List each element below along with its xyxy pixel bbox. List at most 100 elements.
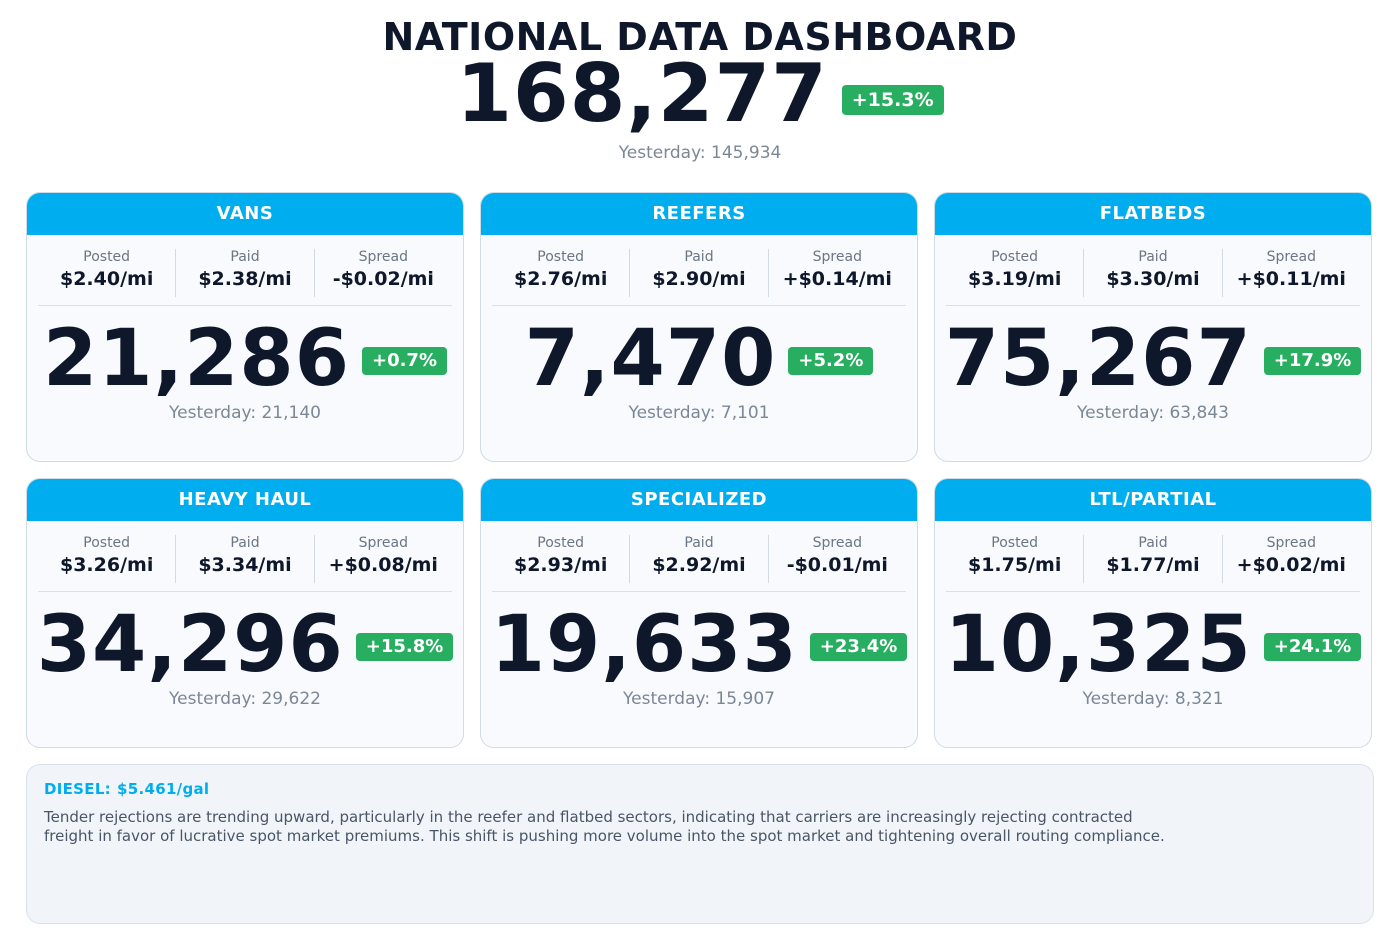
change-badge: +23.4% <box>809 633 908 661</box>
load-count-row: 34,296 +15.8% <box>27 602 463 688</box>
load-count-row: 19,633 +23.4% <box>481 602 917 688</box>
change-badge: +0.7% <box>361 347 447 375</box>
metric-value: $3.19/mi <box>967 268 1062 290</box>
metric-label: Posted <box>537 535 585 551</box>
load-count-row: 21,286 +0.7% <box>27 316 463 402</box>
metric-label: Spread <box>358 535 408 551</box>
metric-posted: Posted $1.75/mi <box>946 535 1083 583</box>
total-summary: 168,277 +15.3% <box>0 52 1400 136</box>
card-title: HEAVY HAUL <box>27 479 463 521</box>
load-count: 10,325 <box>944 600 1252 690</box>
divider <box>946 591 1360 592</box>
metric-label: Paid <box>684 535 714 551</box>
card-title: REEFERS <box>481 193 917 235</box>
card-reefers: REEFERS Posted $2.76/mi Paid $2.90/mi Sp… <box>480 192 918 462</box>
metric-label: Paid <box>684 249 714 265</box>
load-count: 7,470 <box>524 314 777 404</box>
page-title: NATIONAL DATA DASHBOARD <box>382 15 1018 59</box>
diesel-price: DIESEL: $5.461/gal <box>44 779 1356 799</box>
metric-paid: Paid $1.77/mi <box>1083 535 1221 583</box>
metric-value: $2.92/mi <box>652 554 746 576</box>
card-title: VANS <box>27 193 463 235</box>
metric-posted: Posted $2.93/mi <box>492 535 629 583</box>
market-commentary: Tender rejections are trending upward, p… <box>44 808 1165 845</box>
metric-value: +$0.14/mi <box>782 268 892 290</box>
metric-label: Paid <box>1138 535 1168 551</box>
metric-label: Spread <box>358 249 408 265</box>
yesterday-value: Yesterday: 7,101 <box>628 403 770 423</box>
change-badge: +15.8% <box>355 633 454 661</box>
diesel-label: DIESEL: <box>44 780 111 798</box>
card-title: LTL/PARTIAL <box>935 479 1371 521</box>
rate-metrics: Posted $3.26/mi Paid $3.34/mi Spread +$0… <box>38 535 452 583</box>
metric-spread: Spread -$0.01/mi <box>767 535 906 583</box>
metric-label: Paid <box>1138 249 1168 265</box>
metric-label: Spread <box>1266 249 1316 265</box>
total-yesterday: Yesterday: 145,934 <box>618 143 782 163</box>
metric-value: $3.34/mi <box>198 554 292 576</box>
load-count: 19,633 <box>490 600 798 690</box>
card-specialized: SPECIALIZED Posted $2.93/mi Paid $2.92/m… <box>480 478 918 748</box>
metric-value: $2.90/mi <box>652 268 746 290</box>
divider <box>38 305 452 306</box>
change-badge: +5.2% <box>788 347 874 375</box>
load-count-row: 10,325 +24.1% <box>935 602 1371 688</box>
yesterday-value: Yesterday: 63,843 <box>1077 403 1229 423</box>
metric-spread: Spread +$0.14/mi <box>767 249 906 297</box>
card-vans: VANS Posted $2.40/mi Paid $2.38/mi Sprea… <box>26 192 464 462</box>
rate-metrics: Posted $2.40/mi Paid $2.38/mi Spread -$0… <box>38 249 452 297</box>
diesel-value: $5.461/gal <box>117 780 210 798</box>
metric-label: Paid <box>230 535 260 551</box>
metric-label: Paid <box>230 249 260 265</box>
metric-paid: Paid $2.90/mi <box>629 249 767 297</box>
metric-label: Spread <box>812 249 862 265</box>
load-count: 34,296 <box>36 600 344 690</box>
rate-metrics: Posted $2.93/mi Paid $2.92/mi Spread -$0… <box>492 535 906 583</box>
metric-value: $1.77/mi <box>1106 554 1200 576</box>
metric-label: Posted <box>537 249 585 265</box>
change-badge: +24.1% <box>1263 633 1362 661</box>
metric-value: $2.76/mi <box>513 268 608 290</box>
market-commentary-panel: DIESEL: $5.461/gal Tender rejections are … <box>26 764 1374 924</box>
rate-metrics: Posted $2.76/mi Paid $2.90/mi Spread +$0… <box>492 249 906 297</box>
metric-paid: Paid $2.92/mi <box>629 535 767 583</box>
metric-paid: Paid $2.38/mi <box>175 249 313 297</box>
change-badge: +17.9% <box>1263 347 1362 375</box>
yesterday-value: Yesterday: 29,622 <box>169 689 321 709</box>
card-ltl-partial: LTL/PARTIAL Posted $1.75/mi Paid $1.77/m… <box>934 478 1372 748</box>
metric-spread: Spread -$0.02/mi <box>313 249 452 297</box>
metric-label: Posted <box>991 249 1039 265</box>
total-value: 168,277 <box>456 47 828 140</box>
metric-value: $3.26/mi <box>59 554 154 576</box>
metric-value: $2.40/mi <box>59 268 154 290</box>
metric-posted: Posted $2.76/mi <box>492 249 629 297</box>
metric-posted: Posted $2.40/mi <box>38 249 175 297</box>
metric-label: Spread <box>1266 535 1316 551</box>
metric-value: $1.75/mi <box>967 554 1062 576</box>
load-count-row: 75,267 +17.9% <box>935 316 1371 402</box>
metric-value: +$0.08/mi <box>328 554 438 576</box>
load-count: 21,286 <box>42 314 350 404</box>
metric-value: +$0.02/mi <box>1236 554 1346 576</box>
load-count: 75,267 <box>944 314 1252 404</box>
metric-spread: Spread +$0.11/mi <box>1221 249 1360 297</box>
metric-value: $3.30/mi <box>1106 268 1200 290</box>
card-title: FLATBEDS <box>935 193 1371 235</box>
divider <box>492 591 906 592</box>
divider <box>946 305 1360 306</box>
yesterday-value: Yesterday: 8,321 <box>1082 689 1224 709</box>
metric-label: Posted <box>991 535 1039 551</box>
metric-value: -$0.02/mi <box>332 268 434 290</box>
metric-spread: Spread +$0.02/mi <box>1221 535 1360 583</box>
metric-posted: Posted $3.26/mi <box>38 535 175 583</box>
load-count-row: 7,470 +5.2% <box>481 316 917 402</box>
metric-value: -$0.01/mi <box>786 554 888 576</box>
rate-metrics: Posted $1.75/mi Paid $1.77/mi Spread +$0… <box>946 535 1360 583</box>
card-heavy-haul: HEAVY HAUL Posted $3.26/mi Paid $3.34/mi… <box>26 478 464 748</box>
metric-paid: Paid $3.30/mi <box>1083 249 1221 297</box>
card-title: SPECIALIZED <box>481 479 917 521</box>
metric-paid: Paid $3.34/mi <box>175 535 313 583</box>
metric-posted: Posted $3.19/mi <box>946 249 1083 297</box>
divider <box>492 305 906 306</box>
total-change-badge: +15.3% <box>841 85 944 115</box>
